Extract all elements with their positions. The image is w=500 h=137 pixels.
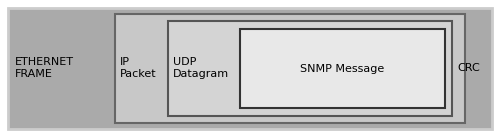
Bar: [168, 21, 452, 116]
Text: CRC: CRC: [457, 63, 480, 73]
Text: ETHERNET
FRAME: ETHERNET FRAME: [15, 57, 74, 79]
Bar: [115, 14, 465, 123]
Text: UDP
Datagram: UDP Datagram: [173, 57, 229, 79]
Bar: [8, 8, 492, 129]
Text: IP
Packet: IP Packet: [120, 57, 156, 79]
Bar: [240, 29, 445, 108]
Text: SNMP Message: SNMP Message: [300, 64, 384, 73]
